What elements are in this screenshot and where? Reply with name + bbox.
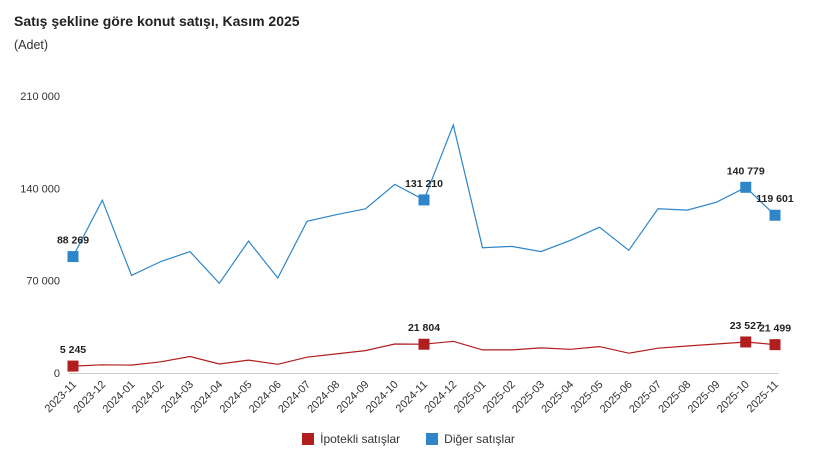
x-tick-label: 2025-11 [745,379,781,415]
legend-label-other: Diğer satışlar [444,432,515,446]
data-marker [67,251,79,263]
data-label: 21 499 [759,323,791,335]
data-marker [67,360,79,372]
y-tick-label: 70 000 [26,276,60,288]
data-label: 140 779 [727,165,765,177]
data-label: 23 527 [730,320,762,332]
data-marker [418,338,430,350]
legend: İpotekli satışlar Diğer satışlar [0,432,817,446]
data-marker [769,339,781,351]
y-tick-label: 210 000 [20,91,60,103]
data-marker [740,181,752,193]
y-tick-label: 140 000 [20,183,60,195]
data-marker [418,194,430,206]
legend-item-mortgaged[interactable]: İpotekli satışlar [302,432,400,446]
data-label: 5 245 [60,344,86,356]
x-tick-label: 2025-10 [715,379,752,416]
legend-label-mortgaged: İpotekli satışlar [320,432,401,446]
data-label: 88 269 [57,235,89,247]
legend-item-other[interactable]: Diğer satışlar [426,432,515,446]
data-label: 131 210 [405,178,443,190]
chart-title: Satış şekline göre konut satışı, Kasım 2… [14,13,300,29]
legend-swatch-mortgaged [302,433,315,445]
legend-swatch-other [426,433,439,445]
data-label: 21 804 [408,322,440,334]
data-marker [740,336,752,348]
x-tick-label: 2024-10 [364,379,401,416]
data-label: 119 601 [756,193,794,205]
chart-subtitle: (Adet) [14,38,49,52]
data-marker [769,209,781,221]
y-tick-label: 0 [54,368,60,380]
